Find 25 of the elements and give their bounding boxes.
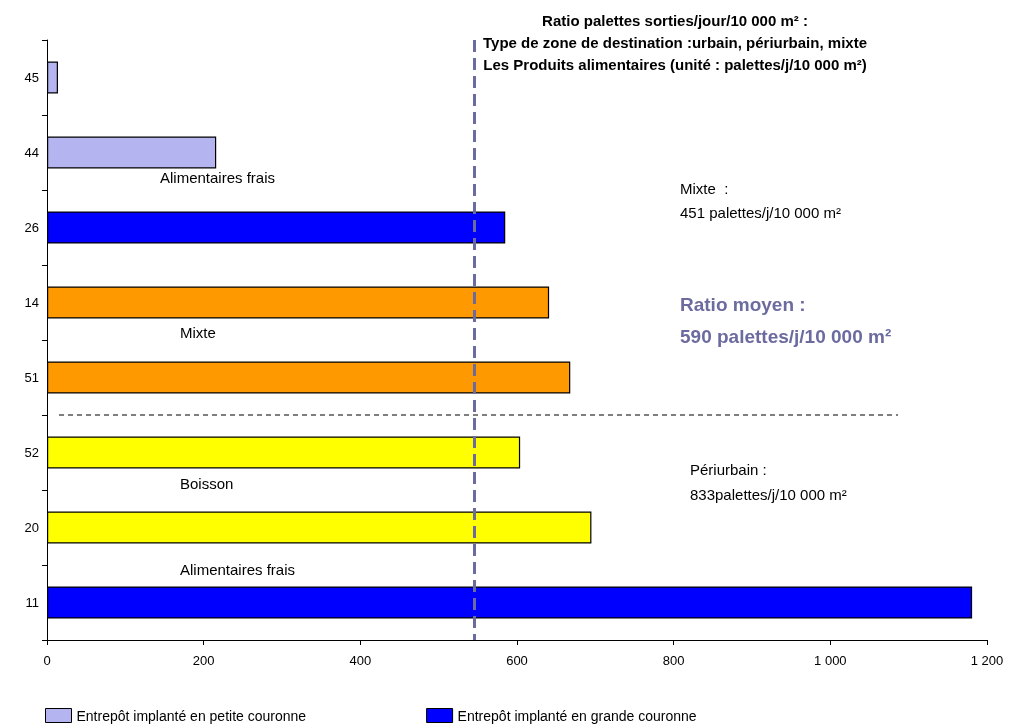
y-tick-label: 51	[24, 370, 39, 385]
x-tick-label: 1 200	[970, 653, 1004, 668]
x-tick-label: 600	[506, 653, 528, 668]
x-tick-label: 400	[349, 653, 372, 668]
y-tick-label: 11	[25, 595, 39, 610]
annotation: Boisson	[180, 475, 234, 492]
legend-label: Entrepôt implanté en petite couronne	[76, 707, 307, 724]
chart-title: Ratio palettes sorties/jour/10 000 m² : Type de zone de destination :urbain, périurbain, mixte Les Produits alimentaires (unité : palettes/j/10 000 m²)	[483, 11, 867, 73]
x-tick-label: 0	[43, 653, 51, 668]
annotation: Alimentaires frais	[160, 169, 276, 186]
x-tick-label: 800	[662, 653, 685, 668]
annotation: Mixte	[180, 324, 216, 341]
x-tick-label: 200	[192, 653, 215, 668]
y-tick-label: 14	[24, 295, 39, 310]
y-tick-label: 44	[24, 145, 39, 160]
y-tick-label: 20	[24, 520, 39, 535]
annotation: Ratio moyen : 590 palettes/j/10 000 m²	[680, 293, 892, 347]
annotation: Mixte : 451 palettes/j/10 000 m²	[680, 179, 841, 221]
annotation: Périurbain : 833palettes/j/10 000 m²	[690, 461, 847, 503]
y-tick-label: 26	[24, 220, 39, 235]
y-tick-label: 52	[24, 445, 39, 460]
x-tick-label: 1 000	[814, 653, 847, 668]
legend-label: Entrepôt implanté en grande couronne	[457, 707, 697, 724]
annotation: Alimentaires frais	[180, 561, 296, 578]
y-tick-label: 45	[24, 70, 39, 85]
